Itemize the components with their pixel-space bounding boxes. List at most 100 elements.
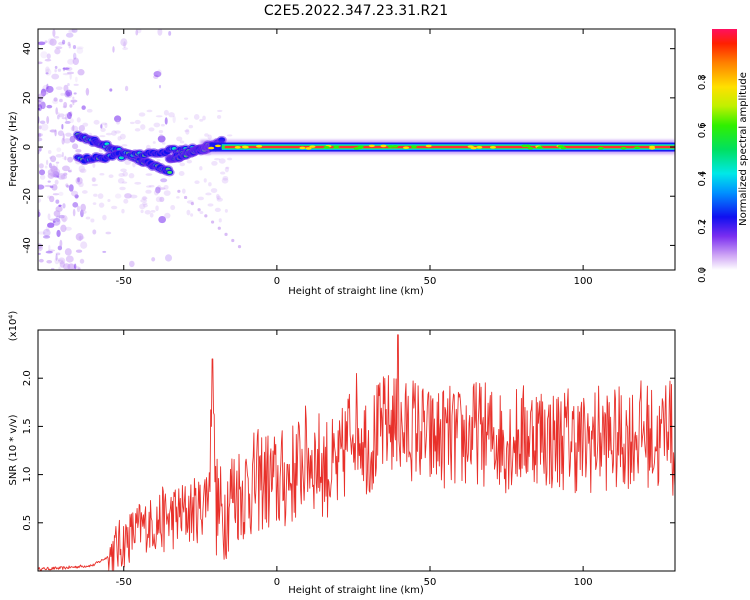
- spectrogram-cell: [186, 159, 193, 164]
- spectrogram-cell: [123, 41, 126, 49]
- spectrogram-cell: [72, 96, 75, 100]
- spectrogram-cell: [117, 178, 125, 184]
- spectrogram-cell: [45, 250, 53, 254]
- x-tick-label: 100: [574, 577, 593, 588]
- spectrogram-cell: [61, 117, 67, 120]
- spectrogram-cell: [67, 112, 72, 120]
- spectrogram-cell: [216, 195, 221, 200]
- snr-y-scale-label: (x10⁴): [8, 311, 19, 342]
- spectrogram-cell: [80, 210, 87, 214]
- spectrogram-cell: [142, 195, 147, 201]
- snr-y-ticks: 0.5 1.0 1.5 2.0: [22, 370, 675, 531]
- spectrogram-band-core: [224, 145, 675, 149]
- y-tick-label: 40: [22, 42, 33, 55]
- spectrogram-cell: [123, 198, 129, 204]
- spectrogram-cell: [527, 146, 534, 150]
- spectrogram-cell: [121, 208, 125, 214]
- spectrogram-cell: [51, 184, 58, 191]
- spectrogram-cell: [70, 99, 78, 103]
- spectrogram-cell: [204, 214, 208, 218]
- spectrogram-cell: [72, 208, 76, 217]
- spectrogram-cell: [184, 129, 190, 133]
- spectrogram-cell: [72, 124, 75, 132]
- spectrogram-cell: [560, 146, 567, 150]
- spectrogram-cell: [44, 184, 52, 188]
- spectrogram-cell: [38, 163, 44, 169]
- spectrogram-cell: [120, 38, 128, 47]
- spectrogram-cell: [224, 232, 228, 236]
- spectrogram-cell: [48, 162, 52, 169]
- x-tick-label: 50: [424, 577, 437, 588]
- spectrogram-cell: [55, 215, 61, 223]
- spectrogram-cell: [234, 146, 241, 149]
- spectrogram-cell: [63, 101, 68, 108]
- spectrogram-cell: [86, 108, 93, 113]
- spectrogram-cell: [45, 72, 49, 75]
- snr-x-label: Height of straight line (km): [288, 585, 424, 596]
- spectrogram-cell: [74, 194, 79, 200]
- spectrogram-cell: [368, 144, 375, 148]
- spectrogram-cell: [44, 58, 52, 62]
- spectrogram-cell: [102, 250, 107, 253]
- spectrogram-cell: [218, 218, 222, 223]
- spectrogram-cell: [55, 153, 63, 158]
- spectrogram-cell: [102, 214, 107, 221]
- spectrogram-cell: [205, 192, 212, 196]
- spectrogram-cell: [141, 197, 148, 200]
- spectrogram-cell: [58, 257, 66, 265]
- spectrogram-cell: [158, 84, 162, 89]
- spectrogram-cell: [68, 43, 71, 49]
- spectrogram-cell: [49, 38, 57, 46]
- spectrogram-cell: [140, 209, 144, 214]
- spectrogram-cell: [224, 166, 229, 173]
- spectrogram-cell: [38, 242, 43, 249]
- spectrogram-cell: [64, 155, 67, 161]
- spectrogram-cell: [536, 146, 543, 149]
- spectrogram-cell: [194, 180, 200, 184]
- spectrogram-cell: [99, 135, 106, 138]
- spectrogram-cell: [122, 171, 128, 177]
- spectrogram-cell: [217, 226, 221, 230]
- snr-x-ticks: -50 0 50 100: [116, 330, 593, 588]
- spectrogram-cell: [309, 145, 316, 148]
- spectrogram-cell: [97, 193, 104, 199]
- spectrogram-cell: [105, 132, 113, 136]
- spectrogram-cell: [72, 143, 79, 150]
- spectrogram-cell: [55, 46, 63, 50]
- spectrogram-cell: [64, 91, 71, 98]
- spectrogram-cell: [72, 44, 77, 50]
- spectrogram-cell: [45, 68, 52, 76]
- spectrogram-cell: [81, 190, 88, 194]
- spectrogram-cell: [80, 241, 88, 249]
- colorbar-gradient: [712, 29, 737, 270]
- spectrogram-cell: [62, 216, 67, 223]
- spectrogram-cell: [79, 258, 85, 264]
- spectrogram-cell: [214, 157, 221, 161]
- spectrogram-cell: [56, 175, 60, 178]
- spectrogram-cell: [100, 127, 106, 132]
- spectrogram-cell: [93, 193, 98, 197]
- spectrogram-cell: [119, 133, 126, 140]
- spectrogram-cell: [100, 124, 103, 129]
- spectrogram-cell: [69, 118, 74, 124]
- spectrogram-cell: [380, 144, 387, 148]
- spectrogram-cell: [179, 140, 185, 144]
- spectrogram-cell: [38, 211, 41, 218]
- spectrogram-cell: [357, 145, 364, 149]
- spectrogram-cell: [76, 205, 81, 213]
- spectrogram-cell: [176, 136, 183, 142]
- x-tick-label: 0: [274, 276, 280, 287]
- spectrogram-cell: [163, 109, 169, 116]
- spectrogram-cell: [160, 178, 168, 183]
- spectrogram-cell: [634, 146, 641, 150]
- spectrogram-cell: [76, 47, 84, 54]
- colorbar-tick-label: 0.2: [697, 219, 708, 235]
- spectrogram-cell: [476, 145, 483, 149]
- spectrogram-cell: [75, 177, 83, 185]
- spectrogram-cell: [47, 222, 55, 228]
- spectrogram-cell: [47, 180, 51, 183]
- spectrogram-cell: [71, 190, 79, 197]
- spectrogram-cell: [134, 128, 141, 132]
- spectrogram-cell: [167, 170, 173, 175]
